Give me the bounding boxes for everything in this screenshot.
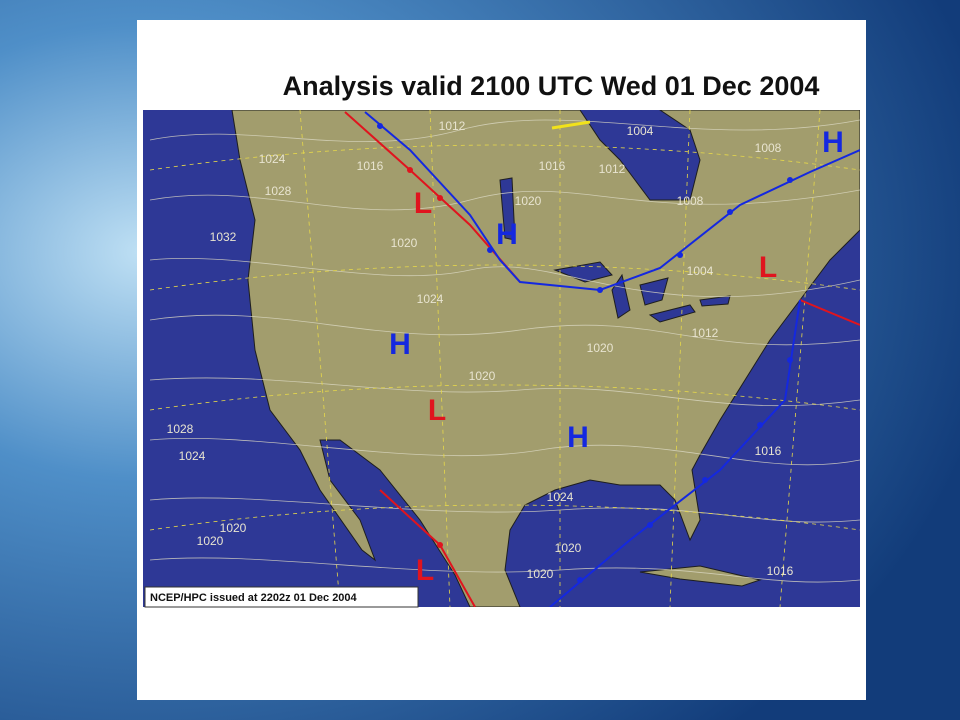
- isobar-label: 1016: [357, 159, 384, 173]
- isobar-label: 1016: [767, 564, 794, 578]
- isobar-label: 1028: [167, 422, 194, 436]
- isobars: [149, 119, 860, 583]
- isobar-label: 1012: [599, 162, 626, 176]
- isobar-label: 1020: [220, 521, 247, 535]
- isobar-label: 1016: [539, 159, 566, 173]
- pressure-center: L: [416, 554, 434, 587]
- pressure-center: H: [567, 421, 589, 454]
- isobar-label: 1020: [197, 534, 224, 548]
- isobar-label: 1004: [687, 264, 714, 278]
- isobar-label: 1008: [755, 141, 782, 155]
- isobar-label: 1008: [677, 194, 704, 208]
- isobar-label: 1024: [179, 449, 206, 463]
- isobar-label: 1012: [439, 119, 466, 133]
- pressure-center: L: [428, 394, 446, 427]
- graticule: [149, 110, 860, 607]
- isobar-label: 1020: [555, 541, 582, 555]
- cuba: [639, 565, 762, 587]
- pressure-center: H: [496, 218, 518, 251]
- front-symbols: [377, 123, 793, 583]
- isobar-label: 1020: [469, 369, 496, 383]
- isobar-labels: 1012 1004 1024 1016 1016 1012 1008 1028 1020 1008…: [167, 119, 794, 581]
- pressure-center: H: [822, 126, 844, 159]
- pressure-center: L: [759, 251, 777, 284]
- isobar-label: 1020: [587, 341, 614, 355]
- isobar-label: 1020: [527, 567, 554, 581]
- isobar-label: 1016: [755, 444, 782, 458]
- isobar-label: 1020: [391, 236, 418, 250]
- isobar-label: 1028: [265, 184, 292, 198]
- isobar-label: 1012: [692, 326, 719, 340]
- footer-box: [144, 586, 419, 608]
- isobar-label: 1024: [547, 490, 574, 504]
- isobar-label: 1032: [210, 230, 237, 244]
- map-title: Analysis valid 2100 UTC Wed 01 Dec 2004: [283, 71, 820, 101]
- isobar-label: 1024: [259, 152, 286, 166]
- isobar-label: 1004: [627, 124, 654, 138]
- issued-label: NCEP/HPC issued at 2202z 01 Dec 2004: [150, 592, 358, 604]
- pressure-center: H: [389, 328, 411, 361]
- isobar-label: 1020: [515, 194, 542, 208]
- isobar-label: 1024: [417, 292, 444, 306]
- pressure-center: L: [414, 187, 432, 220]
